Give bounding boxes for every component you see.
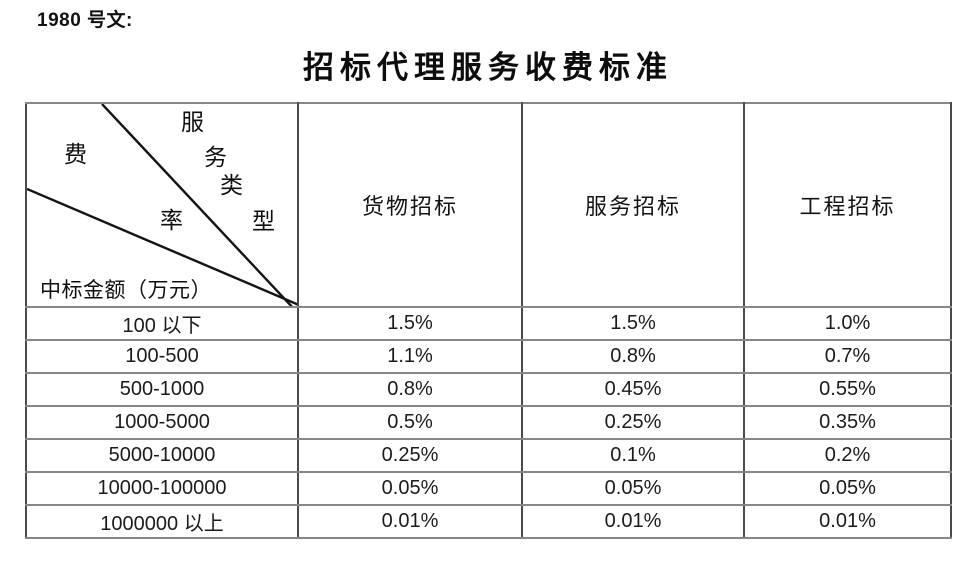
rate-cell: 0.05% — [297, 471, 523, 506]
amount-range-cell: 100 以下 — [25, 306, 299, 341]
rate-cell: 0.45% — [521, 372, 745, 407]
amount-range-cell: 5000-10000 — [25, 438, 299, 473]
rate-cell: 0.05% — [521, 471, 745, 506]
rate-cell: 0.8% — [521, 339, 745, 374]
corner-type-char: 务 — [204, 145, 227, 170]
amount-range-cell: 500-1000 — [25, 372, 299, 407]
table-row: 10000-100000 0.05% 0.05% 0.05% — [25, 471, 952, 506]
rate-cell: 0.01% — [521, 504, 745, 539]
corner-amount-label: 中标金额（万元） — [40, 278, 212, 302]
column-header-services: 服务招标 — [521, 102, 745, 308]
rate-cell: 1.5% — [297, 306, 523, 341]
rate-cell: 0.05% — [743, 471, 952, 506]
rate-cell: 0.2% — [743, 438, 952, 473]
rate-cell: 0.1% — [521, 438, 745, 473]
diagonal-corner-cell: 服 务 类 型 费 率 中标金额（万元） — [25, 102, 299, 308]
diagonal-corner-inner: 服 务 类 型 费 率 中标金额（万元） — [28, 105, 296, 305]
rate-cell: 0.25% — [521, 405, 745, 440]
table-row: 1000-5000 0.5% 0.25% 0.35% — [25, 405, 952, 440]
amount-range-cell: 1000-5000 — [25, 405, 299, 440]
rate-cell: 0.35% — [743, 405, 952, 440]
table-row: 100 以下 1.5% 1.5% 1.0% — [25, 306, 952, 341]
column-header-goods: 货物招标 — [297, 102, 523, 308]
rate-cell: 0.7% — [743, 339, 952, 374]
amount-range-cell: 100-500 — [25, 339, 299, 374]
rate-cell: 1.0% — [743, 306, 952, 341]
corner-rate-char: 费 — [64, 142, 87, 167]
table-row: 1000000 以上 0.01% 0.01% 0.01% — [25, 504, 952, 539]
amount-range-cell: 10000-100000 — [25, 471, 299, 506]
fee-standard-table: 服 务 类 型 费 率 中标金额（万元） 货物招标 服务招标 工程招标 100 … — [25, 102, 952, 539]
rate-cell: 1.1% — [297, 339, 523, 374]
corner-rate-char: 率 — [160, 208, 183, 233]
diagonal-lines — [28, 105, 296, 305]
rate-cell: 0.5% — [297, 405, 523, 440]
doc-number-label: 1980 号文: — [37, 10, 133, 31]
column-header-engineering: 工程招标 — [743, 102, 952, 308]
rate-cell: 0.55% — [743, 372, 952, 407]
corner-type-char: 服 — [181, 110, 204, 135]
corner-type-char: 类 — [220, 173, 243, 198]
table-row: 5000-10000 0.25% 0.1% 0.2% — [25, 438, 952, 473]
rate-cell: 0.01% — [297, 504, 523, 539]
rate-cell: 0.25% — [297, 438, 523, 473]
rate-cell: 1.5% — [521, 306, 745, 341]
page-title: 招标代理服务收费标准 — [303, 50, 673, 85]
rate-cell: 0.01% — [743, 504, 952, 539]
rate-cell: 0.8% — [297, 372, 523, 407]
table-row: 100-500 1.1% 0.8% 0.7% — [25, 339, 952, 374]
table-row: 500-1000 0.8% 0.45% 0.55% — [25, 372, 952, 407]
table-header-row: 服 务 类 型 费 率 中标金额（万元） 货物招标 服务招标 工程招标 — [25, 102, 952, 308]
corner-type-char: 型 — [252, 209, 275, 234]
amount-range-cell: 1000000 以上 — [25, 504, 299, 539]
